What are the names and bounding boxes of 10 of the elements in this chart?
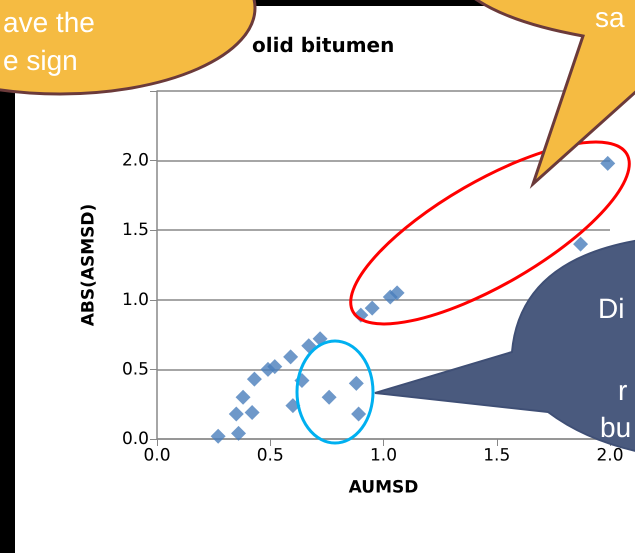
- y-tick-label: 1.0: [122, 290, 149, 310]
- text: r: [618, 375, 628, 406]
- y-axis-title: ABS(ASMSD): [78, 204, 98, 326]
- y-tick-label: 1.5: [122, 220, 149, 240]
- annotation: Di: [598, 293, 624, 324]
- y-tick-label: 0.5: [122, 359, 149, 380]
- x-axis-title: AUMSD: [348, 478, 418, 498]
- x-tick-label: 0.5: [256, 446, 284, 466]
- annotation: bu: [600, 412, 632, 443]
- y-tick-label: 2.0: [122, 150, 149, 171]
